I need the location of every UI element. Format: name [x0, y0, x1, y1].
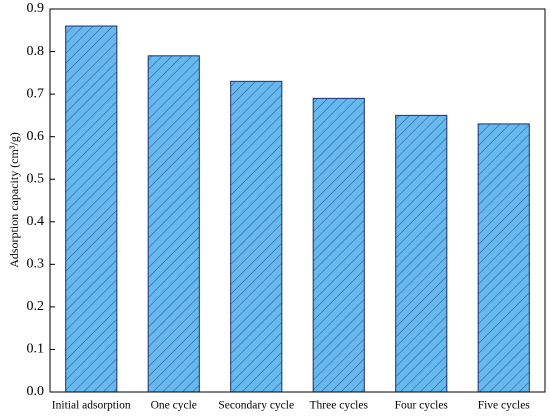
x-tick-label: Five cycles	[478, 400, 531, 412]
bar-hatch	[478, 123, 530, 393]
y-tick-label: 0.3	[27, 257, 45, 272]
x-tick-label: Four cycles	[395, 400, 449, 412]
y-tick-label: 0.9	[27, 1, 45, 16]
bar-hatch	[148, 55, 200, 393]
bar-hatch	[313, 98, 365, 392]
plot-frame	[49, 8, 546, 393]
x-tick-label: Initial adsorption	[52, 400, 131, 412]
y-tick-label: 0.2	[27, 299, 45, 314]
y-axis-title: Adsorption capacity (cm³/g)	[7, 132, 21, 268]
bar-hatch	[395, 115, 447, 392]
y-tick-label: 0.8	[27, 44, 45, 59]
x-tick-label: Secondary cycle	[218, 400, 294, 412]
y-tick-label: 0.0	[27, 384, 45, 399]
x-tick-label: Three cycles	[310, 400, 369, 412]
y-tick-label: 0.7	[27, 86, 45, 101]
y-tick-label: 0.1	[27, 342, 45, 357]
bar-hatch	[65, 26, 117, 393]
bar-hatch	[230, 81, 282, 392]
y-tick-label: 0.5	[27, 171, 45, 186]
y-tick-label: 0.4	[27, 214, 45, 229]
y-tick-label: 0.6	[27, 129, 45, 144]
x-tick-label: One cycle	[151, 400, 197, 412]
